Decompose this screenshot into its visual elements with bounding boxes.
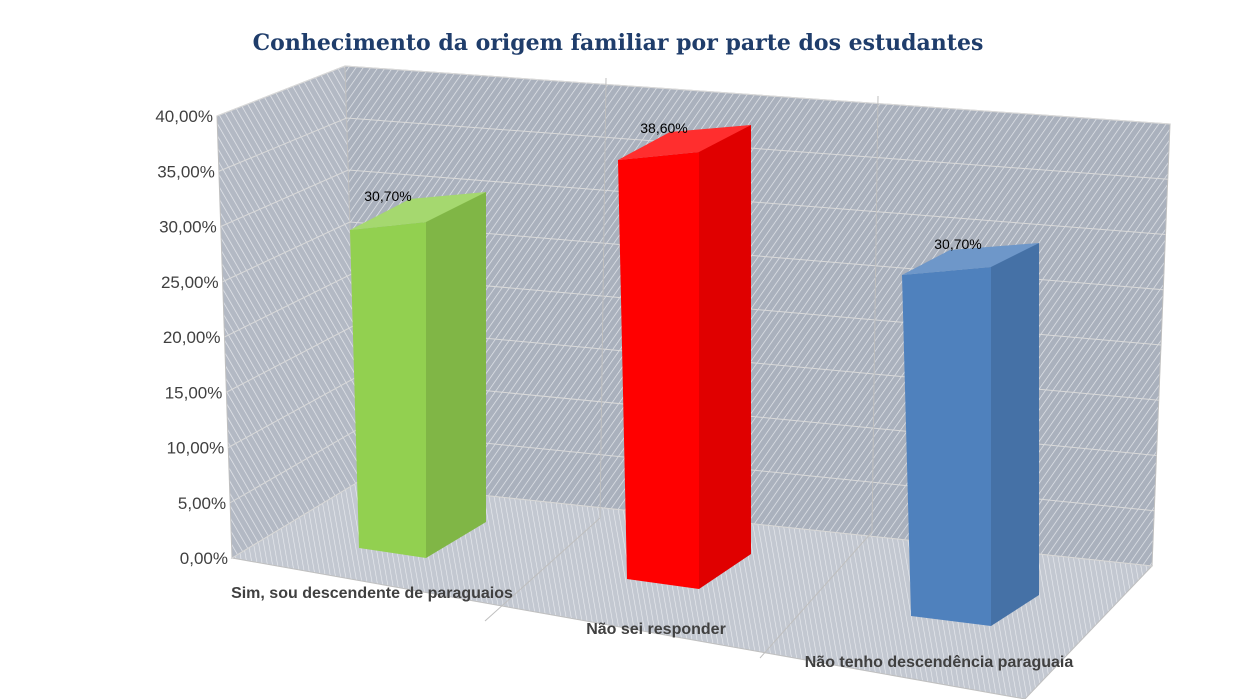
category-label: Não tenho descendência paraguaia bbox=[805, 654, 1074, 671]
y-tick-label: 0,00% bbox=[180, 549, 228, 568]
bar-front bbox=[350, 222, 426, 558]
y-tick-label: 10,00% bbox=[167, 439, 225, 458]
data-label: 38,60% bbox=[640, 120, 687, 136]
bar-side-shade bbox=[699, 125, 751, 589]
bar-side bbox=[426, 192, 486, 558]
y-tick-label: 35,00% bbox=[157, 162, 215, 181]
back-wall-divider bbox=[871, 95, 879, 533]
bar-side-shade bbox=[426, 192, 486, 558]
bar-side-shade bbox=[991, 243, 1039, 626]
bar-side bbox=[991, 243, 1039, 626]
gridline bbox=[216, 65, 1171, 125]
bar-3d bbox=[618, 125, 751, 589]
y-tick-label: 5,00% bbox=[178, 494, 226, 513]
y-tick-label: 25,00% bbox=[161, 273, 219, 292]
gridline bbox=[218, 117, 1168, 180]
bar-top-highlight bbox=[618, 125, 751, 160]
floor-divider bbox=[484, 517, 601, 622]
data-label: 30,70% bbox=[364, 188, 411, 204]
back-wall-divider bbox=[599, 77, 607, 519]
chart-title: Conhecimento da origem familiar por part… bbox=[253, 30, 984, 56]
bar-top-highlight bbox=[902, 243, 1039, 275]
bar-3d bbox=[350, 192, 486, 558]
bar-top-highlight bbox=[350, 192, 486, 230]
data-label: 30,70% bbox=[934, 236, 981, 252]
y-tick-label: 30,00% bbox=[159, 218, 217, 237]
bar-top bbox=[618, 125, 751, 160]
category-label: Sim, sou descendente de paraguaios bbox=[231, 585, 513, 602]
floor-divider bbox=[759, 531, 873, 659]
bar-3d bbox=[902, 243, 1039, 626]
bar-top bbox=[902, 243, 1039, 275]
y-tick-label: 15,00% bbox=[165, 383, 223, 402]
bar-top bbox=[350, 192, 486, 230]
category-label: Não sei responder bbox=[586, 621, 726, 638]
gridline bbox=[220, 169, 1166, 235]
bar-front bbox=[902, 267, 991, 626]
y-tick-label: 20,00% bbox=[163, 328, 221, 347]
bar-front bbox=[618, 152, 699, 589]
side-wall bbox=[216, 65, 359, 559]
gridline bbox=[222, 221, 1164, 291]
y-tick-label: 40,00% bbox=[155, 107, 213, 126]
bar-side bbox=[699, 125, 751, 589]
